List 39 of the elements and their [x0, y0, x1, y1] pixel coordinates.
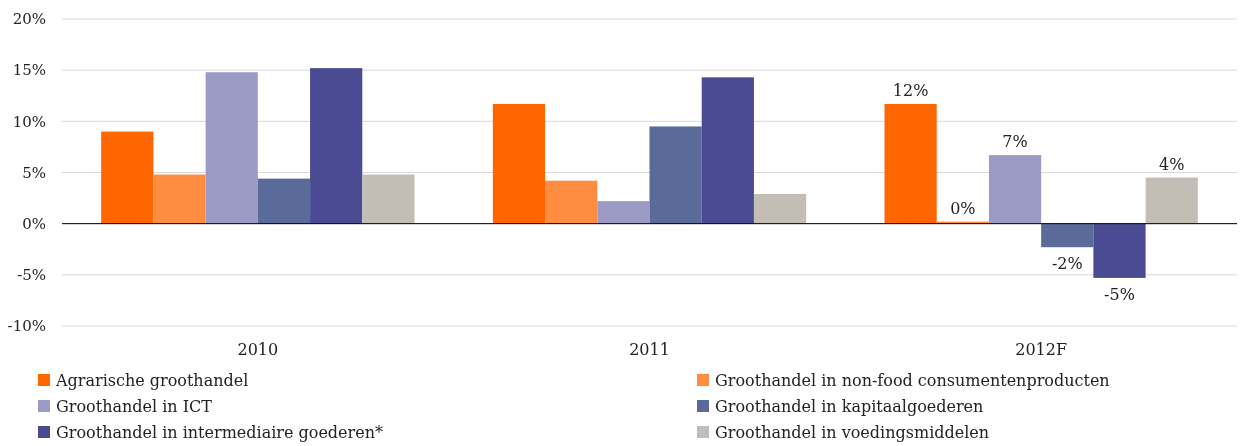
bar — [1145, 177, 1198, 224]
bar — [1041, 223, 1094, 248]
bar — [310, 68, 363, 224]
bar — [649, 126, 702, 224]
bar — [753, 193, 807, 224]
y-tick-label: 20% — [12, 10, 46, 29]
bar — [1093, 223, 1146, 278]
bar — [101, 131, 154, 224]
y-tick-label: 5% — [22, 163, 46, 182]
bar — [257, 178, 311, 224]
data-label: 0% — [950, 198, 976, 218]
legend-label: Agrarische groothandel — [55, 370, 249, 390]
data-label: 4% — [1159, 154, 1185, 174]
y-tick-label: -10% — [7, 317, 46, 336]
legend-label: Groothandel in kapitaalgoederen — [715, 396, 984, 416]
bar — [545, 180, 598, 224]
data-label: 7% — [1002, 132, 1028, 152]
legend-label: Groothandel in intermediaire goederen* — [56, 422, 383, 442]
legend-label: Groothandel in ICT — [56, 396, 213, 416]
y-tick-label: 10% — [12, 112, 46, 131]
x-tick-label: 2012F — [1015, 340, 1068, 359]
legend-label: Groothandel in voedingsmiddelen — [715, 422, 990, 442]
x-tick-label: 2010 — [237, 340, 279, 359]
bar — [988, 155, 1042, 224]
x-tick-label: 2011 — [629, 340, 670, 359]
bar — [492, 103, 546, 224]
y-tick-label: -5% — [17, 266, 46, 285]
bar — [597, 201, 650, 224]
bar — [205, 72, 258, 224]
bar — [362, 174, 415, 224]
data-label: -2% — [1051, 254, 1083, 274]
y-tick-label: 15% — [12, 61, 46, 80]
y-tick-label: 0% — [22, 214, 46, 233]
legend-label: Groothandel in non-food consumentenproducten — [715, 370, 1110, 390]
bar — [701, 77, 754, 224]
data-label: 12% — [892, 80, 929, 100]
data-label: -5% — [1104, 284, 1135, 304]
bar — [884, 103, 937, 224]
bar — [153, 174, 206, 224]
